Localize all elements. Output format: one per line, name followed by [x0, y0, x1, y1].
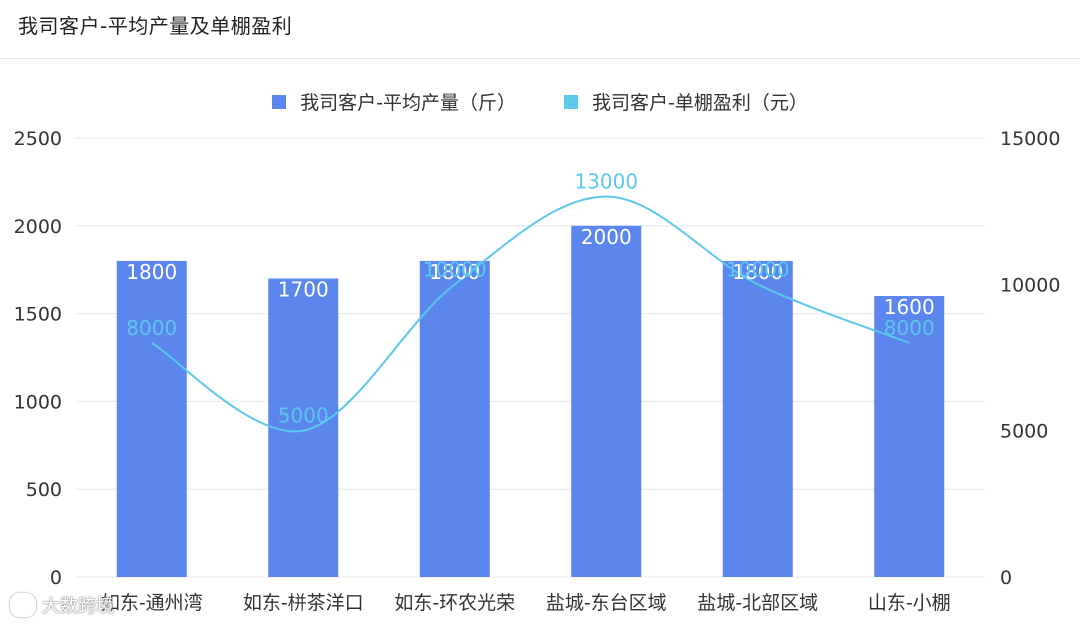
bar — [268, 278, 339, 577]
line-data-label: 10000 — [726, 257, 790, 281]
legend-item-bar[interactable]: 我司客户-平均产量（斤） — [272, 88, 516, 115]
bar-data-label: 1800 — [126, 260, 177, 284]
chart-legend: 我司客户-平均产量（斤） 我司客户-单棚盈利（元） — [0, 88, 1080, 115]
left-axis-tick-label: 0 — [50, 567, 62, 589]
left-axis-tick-label: 500 — [26, 479, 62, 501]
profit-line — [151, 195, 910, 433]
bar — [419, 260, 490, 577]
watermark-logo-icon — [10, 593, 36, 617]
right-axis-tick-label: 5000 — [1000, 421, 1048, 443]
x-axis-category-label: 盐城-北部区域 — [697, 592, 818, 614]
right-axis-tick-label: 10000 — [1000, 274, 1060, 296]
left-axis-tick-label: 2000 — [14, 216, 62, 238]
bar-data-label: 1800 — [429, 260, 480, 284]
legend-line-swatch-icon — [564, 94, 578, 109]
line-data-label: 13000 — [574, 170, 638, 194]
bar — [722, 260, 793, 577]
title-divider — [0, 58, 1080, 59]
legend-bar-label: 我司客户-平均产量（斤） — [300, 92, 516, 114]
right-axis-tick-label: 15000 — [1000, 128, 1060, 150]
right-axis-tick-label: 0 — [1000, 567, 1012, 589]
line-data-label: 8000 — [884, 316, 935, 340]
bar-data-label: 2000 — [581, 225, 632, 249]
line-data-label: 8000 — [126, 316, 177, 340]
watermark-text: 大数跨境 — [42, 596, 114, 617]
x-axis-category-label: 如东-环农光荣 — [394, 592, 515, 614]
bar-data-label: 1700 — [278, 277, 329, 301]
x-axis-category-label: 如东-通州湾 — [101, 592, 203, 614]
bar — [116, 260, 187, 577]
left-axis-tick-label: 2500 — [14, 128, 62, 150]
left-axis-tick-label: 1500 — [14, 304, 62, 326]
x-axis-category-label: 如东-栟茶洋口 — [243, 592, 364, 614]
bar-data-label: 1600 — [884, 295, 935, 319]
line-data-label: 10000 — [423, 257, 487, 281]
x-axis-category-label: 山东-小棚 — [868, 592, 951, 614]
bar — [571, 225, 642, 578]
footer-watermark: 大数跨境 — [10, 592, 114, 618]
chart-title: 我司客户-平均产量及单棚盈利 — [18, 14, 293, 38]
legend-line-label: 我司客户-单棚盈利（元） — [592, 92, 808, 114]
x-axis-category-label: 盐城-东台区域 — [546, 592, 667, 614]
legend-item-line[interactable]: 我司客户-单棚盈利（元） — [564, 88, 808, 115]
line-data-label: 5000 — [278, 404, 329, 428]
legend-bar-swatch-icon — [272, 94, 287, 109]
bar-data-label: 1800 — [732, 260, 783, 284]
left-axis-tick-label: 1000 — [14, 391, 62, 413]
